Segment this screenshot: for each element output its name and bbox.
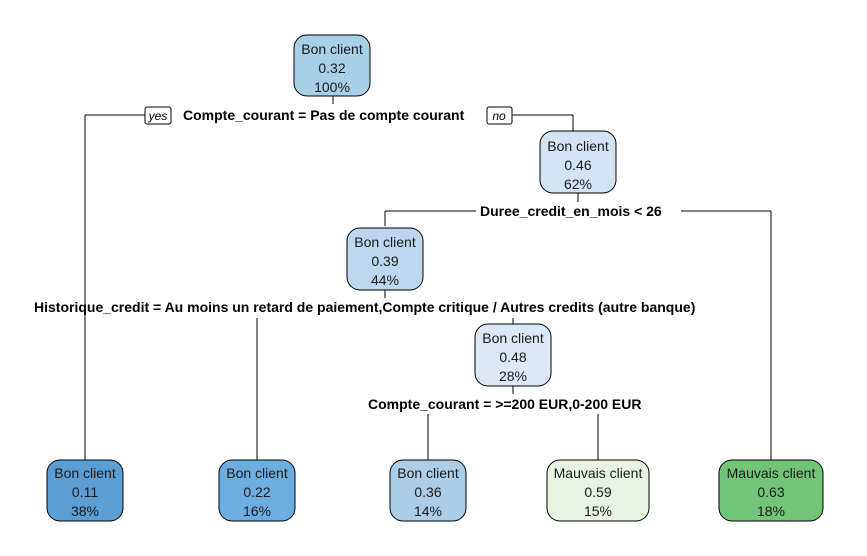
node-root-box — [293, 34, 371, 97]
leaf-4-pct: 15% — [584, 503, 612, 519]
node-mid-box — [346, 227, 424, 291]
node-right-class: Bon client — [547, 138, 609, 154]
node-right-prob: 0.46 — [564, 157, 591, 173]
leaf-1-pct: 38% — [71, 503, 99, 519]
node-mid: Bon client 0.39 44% — [346, 227, 424, 291]
node-inner-box — [474, 323, 552, 387]
leaf-3-pct: 14% — [414, 503, 442, 519]
node-inner-pct: 28% — [499, 368, 527, 384]
split-label-compte-courant: Compte_courant = Pas de compte courant — [183, 107, 465, 123]
leaf-1-prob: 0.11 — [72, 484, 98, 500]
node-root: Bon client 0.32 100% — [293, 34, 371, 97]
leaf-3: Bon client 0.36 14% — [389, 459, 467, 522]
no-tag-label: no — [492, 109, 506, 123]
leaf-5-pct: 18% — [757, 503, 785, 519]
yes-tag: yes — [144, 106, 172, 125]
leaf-5-prob: 0.63 — [757, 484, 784, 500]
leaf-3-prob: 0.36 — [414, 484, 441, 500]
node-root-class: Bon client — [301, 41, 363, 57]
split-label-historique-credit: Historique_credit = Au moins un retard d… — [34, 299, 695, 315]
node-right: Bon client 0.46 62% — [539, 130, 617, 194]
node-inner-prob: 0.48 — [499, 349, 526, 365]
tree-edges — [84, 96, 772, 460]
leaf-4-class: Mauvais client — [554, 465, 643, 481]
leaf-2-pct: 16% — [243, 503, 271, 519]
node-root-prob: 0.32 — [318, 60, 345, 76]
leaf-4-box — [546, 459, 650, 522]
leaf-5: Mauvais client 0.63 18% — [718, 459, 824, 522]
leaf-1: Bon client 0.11 38% — [46, 459, 124, 522]
node-inner-class: Bon client — [482, 330, 544, 346]
leaf-3-box — [389, 459, 467, 522]
node-right-box — [539, 130, 617, 194]
leaf-2-class: Bon client — [226, 465, 288, 481]
split-label-duree-credit: Duree_credit_en_mois < 26 — [480, 203, 662, 219]
node-mid-pct: 44% — [371, 272, 399, 288]
leaf-2: Bon client 0.22 16% — [218, 459, 296, 522]
leaf-5-box — [718, 459, 824, 522]
leaf-2-prob: 0.22 — [243, 484, 270, 500]
leaf-2-box — [218, 459, 296, 522]
split-label-compte-courant-2: Compte_courant = >=200 EUR,0-200 EUR — [368, 396, 642, 412]
leaf-1-class: Bon client — [54, 465, 116, 481]
leaf-3-class: Bon client — [397, 465, 459, 481]
leaf-5-class: Mauvais client — [727, 465, 816, 481]
leaf-4-prob: 0.59 — [584, 484, 611, 500]
yes-tag-label: yes — [148, 109, 168, 123]
no-tag: no — [486, 106, 513, 125]
node-mid-prob: 0.39 — [371, 253, 398, 269]
node-right-pct: 62% — [564, 176, 592, 192]
leaf-4: Mauvais client 0.59 15% — [546, 459, 650, 522]
node-inner: Bon client 0.48 28% — [474, 323, 552, 387]
node-mid-class: Bon client — [354, 234, 416, 250]
node-root-pct: 100% — [314, 79, 350, 95]
leaf-1-box — [46, 459, 124, 522]
